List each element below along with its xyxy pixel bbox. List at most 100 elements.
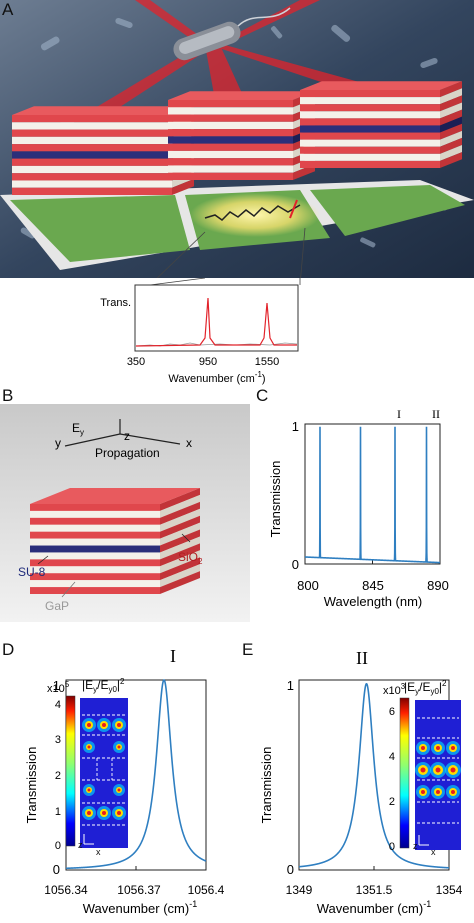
e-colorbar-tick-4: 4: [389, 751, 395, 763]
e-field-hotspot: [421, 746, 425, 750]
sio2-leader: [181, 533, 191, 543]
d-ytick-0: 0: [53, 862, 60, 877]
inset-xtick-2: 950: [199, 356, 217, 368]
e-colorbar-exp: x103: [383, 682, 406, 697]
sample-spectrum-trace: [204, 204, 301, 221]
gap-leader: [61, 581, 76, 598]
d-colorbar-tick-1: 1: [55, 806, 61, 818]
d-xtick-1: 1056.34: [44, 883, 88, 897]
e-field-hotspot: [436, 790, 440, 794]
label-gap: GaP: [45, 599, 69, 613]
e-field-hotspot: [450, 767, 456, 773]
d-colorbar-tick-4: 4: [55, 699, 61, 711]
panel-b-illustration: y Ey z x Propagation SU-8 GaP SiO2: [0, 404, 250, 622]
c-marker-1: I: [397, 407, 401, 421]
sample-red-mark: [289, 199, 298, 219]
d-title: I: [170, 646, 176, 666]
d-field-hotspot: [87, 723, 91, 727]
d-field-hotspot: [102, 723, 106, 727]
bacterium-icon: [173, 7, 291, 61]
panel-letter-b: B: [2, 386, 14, 405]
e-ylabel: Transmission: [259, 747, 274, 824]
axis-e-label: Ey: [72, 421, 84, 437]
e-field-hotspot: [451, 746, 455, 750]
propagation-label: Propagation: [95, 446, 160, 460]
panel-a-illustration: [0, 0, 474, 278]
d-field-hotspot: [102, 811, 106, 815]
inset-xtick-3: 1550: [255, 356, 279, 368]
e-xtick-1: 1349: [286, 883, 313, 897]
panel-letter-c: C: [256, 386, 269, 405]
d-colorbar-tick-2: 2: [55, 770, 61, 782]
c-xtick-2: 845: [362, 578, 384, 593]
c-marker-2: II: [432, 407, 440, 421]
panel-letter-d: D: [2, 640, 15, 659]
zoom-line-left: [156, 231, 206, 278]
d-xtick-2: 1056.37: [117, 883, 161, 897]
d-field-map: [80, 698, 128, 848]
inset-xlabel: Wavenumber (cm-1): [168, 370, 265, 385]
d-field-hotspot: [117, 723, 121, 727]
e-ytick-1: 1: [287, 678, 294, 693]
d-colorbar-label: |Ey/Ey0|2: [82, 677, 125, 694]
d-field-hotspot: [87, 788, 91, 792]
d-colorbar: [65, 695, 76, 847]
e-colorbar: [399, 697, 410, 849]
e-field-hotspot: [421, 790, 425, 794]
e-map-axis-x: x: [431, 847, 436, 857]
e-colorbar-tick-2: 2: [389, 796, 395, 808]
multilayer-stack-middle: [168, 91, 315, 180]
panel-a-inset-spectrum: Trans. 350 950 1550 Wavenumber (cm-1): [100, 278, 301, 385]
c-axes-frame: [304, 423, 441, 565]
substrate-pad-left: [10, 195, 190, 262]
d-map-axis-z: z: [78, 840, 83, 850]
e-colorbar-label: |Ey/Ey0|2: [404, 679, 447, 696]
substrate-pad-right: [310, 185, 465, 236]
inset-ylabel: Trans.: [100, 297, 131, 309]
axis-x-label: x: [186, 436, 192, 450]
label-sio2: SiO2: [178, 550, 203, 566]
c-xtick-3: 890: [427, 578, 449, 593]
d-field-hotspot: [117, 811, 121, 815]
d-series-line: [66, 679, 207, 870]
d-field-hotspot: [87, 811, 91, 815]
panel-d-chart: I 1 0 1056.34 1056.37 1056.4 Wavenumber …: [24, 646, 225, 916]
e-xlabel: Wavenumber (cm)-1: [317, 899, 431, 916]
inset-xtick-1: 350: [127, 356, 145, 368]
d-ylabel: Transmission: [24, 747, 39, 824]
d-field-hotspot: [117, 745, 121, 749]
laser-beams: [75, 0, 370, 120]
panel-e-chart: II 1 0 1349 1351.5 1354 Wavenumber (cm)-…: [259, 648, 463, 916]
axis-y-label: y: [55, 436, 61, 450]
e-field-hotspot: [451, 790, 455, 794]
c-series-line: [304, 426, 441, 564]
inset-peak-trace: [135, 297, 297, 347]
e-series-line: [298, 682, 450, 869]
d-xlabel: Wavenumber (cm)-1: [83, 899, 197, 916]
d-colorbar-tick-0: 0: [55, 840, 61, 852]
d-xtick-3: 1056.4: [188, 883, 225, 897]
su8-leader: [37, 555, 49, 565]
multilayer-stack-left: [12, 106, 194, 195]
d-field-hotspot: [87, 745, 91, 749]
c-ytick-1: 1: [292, 419, 299, 434]
d-field-hotspot: [117, 788, 121, 792]
e-field-hotspot: [436, 746, 440, 750]
e-ytick-0: 0: [287, 862, 294, 877]
e-title: II: [356, 648, 368, 668]
d-ytick-1: 1: [53, 678, 60, 693]
c-ylabel: Transmission: [268, 461, 283, 538]
e-field-hotspot: [435, 767, 441, 773]
e-field-hotspot: [420, 767, 426, 773]
coordinate-axes: [64, 419, 181, 447]
unit-cell-stack: [30, 488, 200, 594]
c-xlabel: Wavelength (nm): [324, 594, 423, 609]
panel-letter-a: A: [2, 0, 14, 19]
d-colorbar-tick-3: 3: [55, 734, 61, 746]
inset-frame: [134, 284, 299, 352]
d-map-axis-x: x: [96, 847, 101, 857]
e-field-map: [415, 700, 461, 850]
d-colorbar-exp: x105: [47, 680, 70, 695]
e-xtick-3: 1354: [436, 883, 463, 897]
panel-letter-e: E: [242, 640, 254, 659]
